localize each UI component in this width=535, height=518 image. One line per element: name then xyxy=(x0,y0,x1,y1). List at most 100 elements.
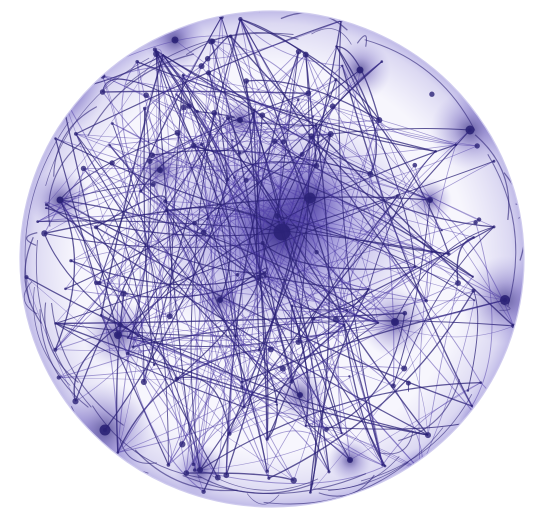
network-node xyxy=(183,470,190,476)
network-edge xyxy=(305,54,481,421)
hub-node xyxy=(477,417,483,423)
network-edge xyxy=(235,335,286,374)
network-edge xyxy=(262,242,415,270)
network-node xyxy=(174,376,180,382)
network-edge xyxy=(225,20,342,476)
network-edge xyxy=(276,215,351,461)
network-node xyxy=(263,275,267,278)
hub-node xyxy=(500,295,510,305)
sphere-outline xyxy=(19,10,525,508)
network-edge xyxy=(343,173,374,326)
network-node xyxy=(243,177,249,183)
network-node xyxy=(227,431,232,436)
network-edge xyxy=(59,119,241,201)
network-node xyxy=(341,64,344,67)
network-edge xyxy=(309,197,459,284)
rim-edge xyxy=(197,474,314,494)
network-node xyxy=(274,400,278,404)
network-node xyxy=(139,189,143,193)
network-node xyxy=(191,462,196,467)
network-edge xyxy=(338,20,384,466)
hub-node xyxy=(273,223,291,241)
network-edge xyxy=(243,109,260,408)
network-node xyxy=(201,489,206,494)
network-edge xyxy=(341,65,473,407)
network-node xyxy=(473,299,476,302)
network-node xyxy=(259,112,266,119)
rim-edge xyxy=(44,302,79,383)
network-edge xyxy=(59,183,154,201)
network-edge xyxy=(115,293,125,453)
network-node xyxy=(225,177,230,182)
network-node xyxy=(477,417,483,423)
network-edge xyxy=(234,177,506,301)
network-node xyxy=(299,151,305,157)
network-node xyxy=(24,275,29,280)
network-edge xyxy=(264,273,421,471)
network-edge xyxy=(26,277,76,402)
network-edge xyxy=(185,129,471,474)
network-node xyxy=(191,142,197,149)
network-node xyxy=(205,70,212,76)
network-edge xyxy=(266,318,315,440)
network-edge xyxy=(183,74,443,231)
network-edge xyxy=(258,133,332,350)
network-node xyxy=(265,469,269,473)
network-node xyxy=(274,213,281,219)
hub-node xyxy=(197,467,203,473)
network-node xyxy=(147,158,153,164)
hub-node xyxy=(55,85,65,95)
network-node xyxy=(471,288,476,293)
network-node xyxy=(265,437,269,441)
network-node xyxy=(153,50,160,58)
network-node xyxy=(466,389,470,392)
network-node xyxy=(340,431,343,435)
network-edge xyxy=(266,266,416,472)
hub-node xyxy=(391,318,399,326)
sphere-body xyxy=(20,11,524,507)
network-edge xyxy=(281,160,495,233)
network-edge xyxy=(207,72,229,180)
network-edge xyxy=(100,314,169,466)
network-node xyxy=(412,162,418,168)
network-node xyxy=(474,143,480,149)
rim-edge xyxy=(212,475,319,491)
rim-edge xyxy=(474,134,510,220)
network-node xyxy=(290,304,294,308)
rim-edge xyxy=(87,53,195,137)
network-node xyxy=(237,151,242,155)
network-edge xyxy=(427,283,459,436)
network-node xyxy=(228,34,233,39)
rim-edge xyxy=(356,35,368,47)
network-node xyxy=(440,229,443,232)
network-edge xyxy=(418,144,457,471)
network-edge xyxy=(45,51,299,209)
network-node xyxy=(367,171,374,177)
network-edge xyxy=(241,386,386,467)
network-edge xyxy=(70,69,361,261)
network-node xyxy=(309,491,312,494)
network-edge xyxy=(162,54,278,217)
network-node xyxy=(206,217,209,221)
network-edge xyxy=(230,35,514,327)
network-edge xyxy=(188,105,229,180)
network-node xyxy=(143,92,150,99)
network-node xyxy=(56,375,61,380)
network-node xyxy=(140,378,147,386)
network-node xyxy=(126,336,129,339)
network-node xyxy=(109,160,115,166)
network-node xyxy=(329,103,336,110)
network-node xyxy=(150,181,156,187)
network-edge xyxy=(154,49,317,167)
network-node xyxy=(235,272,240,277)
network-edge xyxy=(456,236,474,284)
network-node xyxy=(45,207,47,210)
network-edge xyxy=(259,276,475,302)
rim-edge xyxy=(134,449,238,492)
network-edge xyxy=(145,94,396,323)
network-edge xyxy=(245,141,276,181)
network-edge xyxy=(127,337,421,471)
network-node xyxy=(381,463,384,467)
network-node xyxy=(295,48,302,55)
